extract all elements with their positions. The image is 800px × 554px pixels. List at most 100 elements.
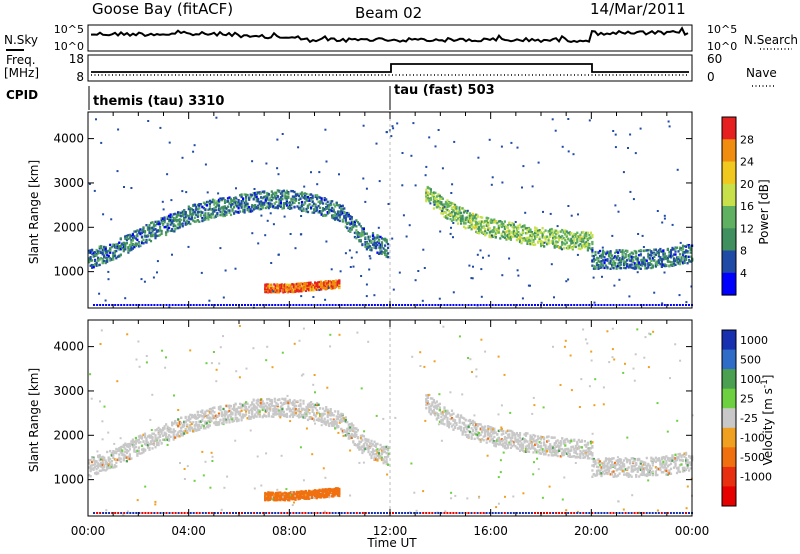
data-cell: [585, 240, 588, 244]
data-cell: [490, 234, 493, 237]
data-cell: [382, 447, 385, 450]
data-cell: [310, 404, 313, 407]
data-cell: [243, 405, 246, 408]
data-cell: [159, 434, 162, 437]
data-cell: [163, 218, 166, 221]
data-cell: [431, 194, 434, 198]
data-cell: [159, 428, 162, 431]
data-cell: [272, 412, 275, 415]
data-cell: [317, 411, 320, 414]
data-cell: [213, 406, 216, 409]
data-cell: [506, 227, 509, 230]
data-cell: [103, 468, 106, 472]
data-cell: [294, 194, 298, 197]
data-cell: [601, 264, 605, 267]
data-cell: [365, 232, 368, 235]
data-cell: [373, 449, 376, 453]
data-cell: [254, 206, 257, 209]
data-cell: [326, 287, 329, 290]
data-cell: [488, 231, 491, 234]
data-cell: [642, 261, 645, 264]
data-cell: [632, 252, 635, 255]
data-cell: [370, 439, 373, 443]
data-cell: [382, 461, 385, 465]
data-cell: [201, 419, 204, 423]
data-cell: [452, 236, 454, 239]
data-cell: [261, 205, 264, 208]
data-cell: [368, 245, 372, 248]
data-cell: [149, 221, 153, 225]
data-cell: [609, 267, 612, 270]
data-cell: [626, 250, 629, 253]
data-cell: [148, 229, 151, 232]
data-cell: [213, 304, 216, 306]
data-cell: [104, 247, 107, 250]
data-cell: [165, 437, 168, 441]
data-cell: [329, 286, 332, 289]
data-cell: [91, 249, 94, 252]
data-cell: [266, 398, 269, 401]
data-cell: [300, 407, 304, 411]
data-cell: [323, 283, 326, 287]
data-cell: [124, 244, 127, 248]
data-cell: [332, 203, 335, 206]
data-cell: [310, 417, 313, 420]
data-cell: [371, 237, 375, 240]
data-cell: [181, 190, 184, 193]
data-cell: [461, 207, 464, 210]
data-cell: [324, 282, 327, 285]
data-cell: [204, 212, 207, 215]
data-cell: [248, 410, 251, 413]
data-cell: [219, 405, 222, 409]
data-cell: [429, 190, 432, 193]
data-cell: [278, 190, 281, 193]
data-cell: [219, 210, 222, 213]
data-cell: [231, 202, 234, 206]
data-cell: [322, 214, 325, 217]
data-cell: [506, 235, 509, 238]
data-cell: [628, 295, 631, 298]
data-cell: [169, 430, 172, 433]
data-cell: [113, 246, 116, 249]
data-cell: [137, 449, 140, 452]
data-cell: [382, 251, 385, 254]
data-cell: [243, 402, 246, 405]
data-cell: [667, 120, 670, 123]
data-cell: [335, 202, 338, 205]
data-cell: [432, 192, 435, 196]
data-cell: [217, 199, 221, 202]
data-cell: [119, 244, 122, 247]
data-cell: [487, 227, 490, 230]
data-cell: [229, 199, 233, 203]
data-cell: [582, 235, 585, 238]
data-cell: [521, 225, 525, 228]
data-cell: [95, 460, 98, 463]
data-cell: [660, 265, 663, 268]
data-cell: [346, 304, 349, 306]
data-cell: [319, 304, 322, 306]
data-cell: [361, 227, 364, 230]
data-cell: [367, 243, 370, 247]
data-cell: [97, 259, 100, 262]
data-cell: [267, 192, 270, 196]
data-cell: [325, 420, 328, 424]
data-cell: [236, 408, 239, 411]
data-cell: [669, 253, 673, 256]
data-cell: [653, 252, 656, 256]
data-cell: [273, 288, 276, 291]
data-cell: [245, 197, 248, 200]
data-cell: [231, 420, 234, 423]
data-cell: [222, 208, 225, 211]
data-cell: [573, 232, 576, 236]
data-cell: [193, 210, 196, 214]
data-cell: [679, 241, 682, 244]
data-cell: [440, 196, 443, 199]
data-cell: [681, 261, 685, 264]
data-cell: [270, 204, 273, 207]
data-cell: [506, 230, 509, 233]
data-cell: [305, 197, 308, 200]
data-cell: [119, 447, 122, 450]
data-cell: [621, 254, 624, 257]
data-cell: [681, 304, 684, 306]
